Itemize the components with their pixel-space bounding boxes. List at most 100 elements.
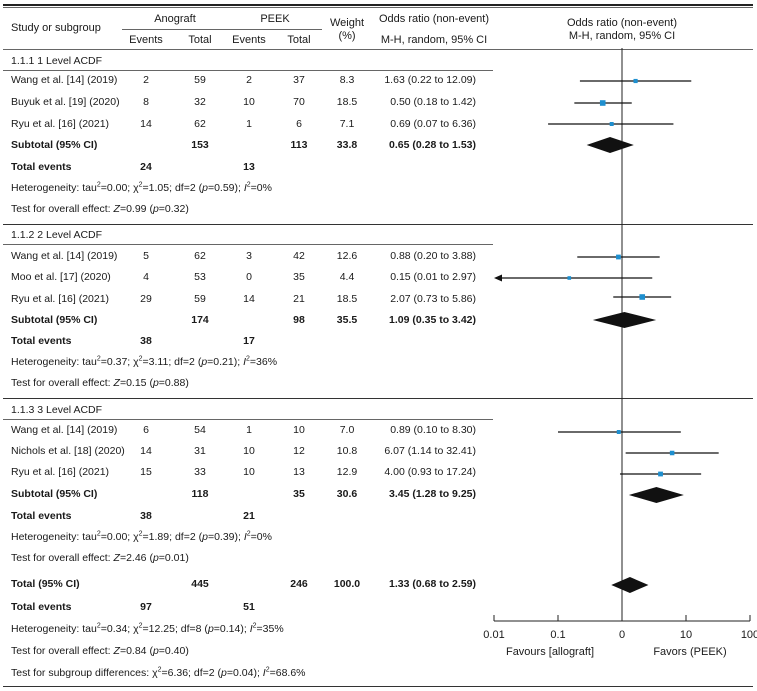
x-tick-label: 10 <box>680 629 692 641</box>
events-1: 2 <box>143 74 149 86</box>
total-events-label: Total events <box>11 335 72 347</box>
weight: 12.9 <box>336 466 358 478</box>
overall-effect-test: Test for overall effect: Z=0.84 (p=0.40) <box>11 645 189 657</box>
subgroup-rule <box>3 70 493 71</box>
odds-ratio: 0.15 (0.01 to 2.97) <box>390 271 476 283</box>
odds-ratio: 2.07 (0.73 to 5.86) <box>390 293 476 305</box>
subtotal-total-2: 35 <box>293 488 305 500</box>
odds-ratio: 0.88 (0.20 to 3.88) <box>390 250 476 262</box>
study-name: Ryu et al. [16] (2021) <box>11 466 110 478</box>
overall-events-label: Total events <box>11 601 72 613</box>
total-1: 59 <box>194 293 206 305</box>
weight: 18.5 <box>336 96 358 108</box>
study-marker <box>616 254 621 260</box>
events-2: 10 <box>243 96 255 108</box>
total-2: 12 <box>293 445 305 457</box>
section-rule <box>3 224 753 225</box>
weight: 10.8 <box>336 445 358 457</box>
events-1: 4 <box>143 271 149 283</box>
study-name: Moo et al. [17] (2020) <box>11 271 111 283</box>
total-1: 59 <box>194 74 206 86</box>
bottom-rule <box>3 686 753 687</box>
total-1: 33 <box>194 466 206 478</box>
header-total-2: Total <box>287 34 311 46</box>
overall-odds-ratio: 1.33 (0.68 to 2.59) <box>389 578 476 590</box>
weight: 12.6 <box>336 250 358 262</box>
subtotal-total-1: 118 <box>191 488 209 500</box>
weight: 18.5 <box>336 293 358 305</box>
overall-diamond <box>611 577 649 593</box>
header-total-1: Total <box>188 34 212 46</box>
subtotal-odds-ratio: 1.09 (0.35 to 3.42) <box>389 314 476 326</box>
total-2: 37 <box>293 74 305 86</box>
odds-ratio: 0.69 (0.07 to 6.36) <box>390 118 476 130</box>
odds-ratio: 6.07 (1.14 to 32.41) <box>384 445 476 457</box>
total-1: 32 <box>194 96 206 108</box>
overall-events-1: 97 <box>140 601 152 613</box>
events-2: 1 <box>246 118 252 130</box>
subtotal-weight: 35.5 <box>336 314 358 326</box>
total-events-2: 21 <box>243 510 255 522</box>
total-1: 53 <box>194 271 206 283</box>
study-marker <box>633 78 638 84</box>
x-tick-label: 100 <box>741 629 757 641</box>
events-2: 14 <box>243 293 255 305</box>
study-marker <box>567 276 572 280</box>
study-name: Wang et al. [14] (2019) <box>11 250 118 262</box>
events-1: 8 <box>143 96 149 108</box>
total-events-1: 38 <box>140 510 152 522</box>
x-tick-label: 0.1 <box>550 629 565 641</box>
total-2: 35 <box>293 271 305 283</box>
study-name: Wang et al. [14] (2019) <box>11 424 118 436</box>
total-2: 21 <box>293 293 305 305</box>
overall-effect: Test for overall effect: Z=0.15 (p=0.88) <box>11 377 189 389</box>
subtotal-diamond <box>586 137 634 153</box>
events-1: 14 <box>140 445 152 457</box>
events-2: 0 <box>246 271 252 283</box>
study-name: Nichols et al. [18] (2020) <box>11 445 125 457</box>
overall-total-label: Total (95% CI) <box>11 578 80 590</box>
odds-ratio: 1.63 (0.22 to 12.09) <box>384 74 476 86</box>
study-name: Ryu et al. [16] (2021) <box>11 118 110 130</box>
subtotal-diamond <box>592 312 657 328</box>
subtotal-odds-ratio: 0.65 (0.28 to 1.53) <box>389 139 476 151</box>
overall-heterogeneity: Heterogeneity: tau2=0.34; χ2=12.25; df=8… <box>11 622 284 636</box>
study-name: Ryu et al. [16] (2021) <box>11 293 110 305</box>
study-marker <box>616 430 621 434</box>
weight: 8.3 <box>339 74 355 86</box>
events-1: 15 <box>140 466 152 478</box>
events-2: 10 <box>243 466 255 478</box>
subtotal-total-1: 153 <box>191 139 209 151</box>
subgroup-rule <box>3 244 493 245</box>
header-group1: Anograft <box>154 13 196 25</box>
subtotal-label: Subtotal (95% CI) <box>11 139 98 151</box>
total-events-2: 17 <box>243 335 255 347</box>
odds-ratio: 4.00 (0.93 to 17.24) <box>384 466 476 478</box>
study-name: Buyuk et al. [19] (2020) <box>11 96 120 108</box>
subgroup-title: 1.1.1 1 Level ACDF <box>11 55 103 67</box>
header-events-2: Events <box>232 34 266 46</box>
header-study: Study or subgroup <box>11 22 101 34</box>
total-2: 6 <box>296 118 302 130</box>
weight: 4.4 <box>339 271 355 283</box>
total-events-2: 13 <box>243 161 255 173</box>
study-name: Wang et al. [14] (2019) <box>11 74 118 86</box>
odds-ratio: 0.50 (0.18 to 1.42) <box>390 96 476 108</box>
subtotal-weight: 30.6 <box>336 488 358 500</box>
header-rule <box>3 49 753 50</box>
top-rule <box>3 4 753 6</box>
subgroup-title: 1.1.2 2 Level ACDF <box>11 229 103 241</box>
header-weight-unit: (%) <box>338 30 356 42</box>
header-or: Odds ratio (non-event) <box>378 13 490 25</box>
subtotal-total-2: 113 <box>290 139 308 151</box>
total-2: 13 <box>293 466 305 478</box>
study-marker <box>658 471 663 477</box>
overall-effect: Test for overall effect: Z=0.99 (p=0.32) <box>11 203 189 215</box>
subtotal-weight: 33.8 <box>336 139 358 151</box>
favours-left-label: Favours [allograft] <box>506 646 594 658</box>
header-events-1: Events <box>129 34 163 46</box>
odds-ratio: 0.89 (0.10 to 8.30) <box>390 424 476 436</box>
heterogeneity: Heterogeneity: tau2=0.37; χ2=3.11; df=2 … <box>11 355 278 369</box>
events-1: 14 <box>140 118 152 130</box>
subtotal-diamond <box>628 487 684 503</box>
